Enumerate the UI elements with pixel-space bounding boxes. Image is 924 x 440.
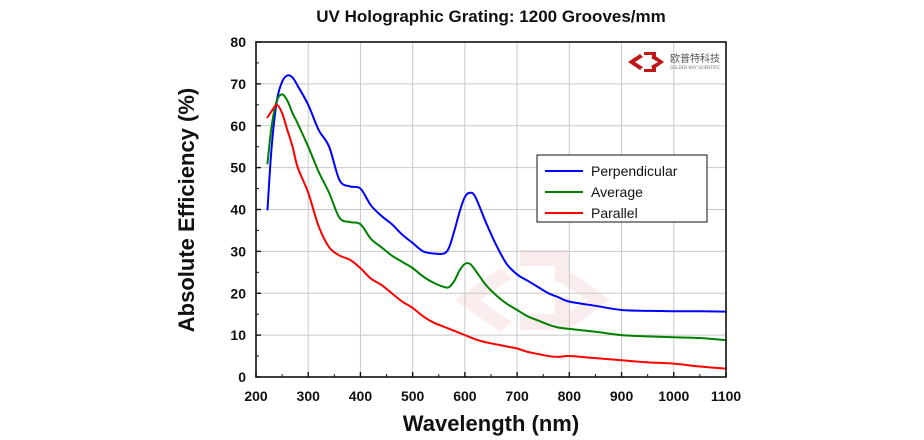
y-tick-label: 20 (230, 285, 246, 301)
x-tick-label: 500 (401, 388, 425, 404)
x-tick-label: 900 (610, 388, 634, 404)
logo-mark (628, 52, 664, 72)
y-tick-label: 70 (230, 76, 246, 92)
y-tick-label: 10 (230, 327, 246, 343)
company-logo: 欧普特科技 GOLDEN WAY SCIENTIFIC (628, 52, 720, 72)
x-tick-label: 400 (349, 388, 373, 404)
x-tick-label: 800 (558, 388, 582, 404)
x-tick-label: 200 (244, 388, 268, 404)
y-tick-label: 80 (230, 34, 246, 50)
series-line-perpendicular (266, 74, 727, 313)
x-tick-label: 700 (505, 388, 529, 404)
series-lines (266, 74, 727, 370)
y-tick-label: 50 (230, 160, 246, 176)
x-axis-label: Wavelength (nm) (403, 411, 579, 436)
series-line-parallel (266, 103, 727, 370)
legend-label-parallel: Parallel (591, 205, 638, 221)
watermark-logo (455, 250, 610, 332)
y-axis-label: Absolute Efficiency (%) (174, 88, 199, 332)
axis-ticks (255, 41, 727, 378)
y-tick-label: 40 (230, 202, 246, 218)
x-tick-labels: 200 300 400 500 600 700 800 900 1000 1100 (244, 388, 741, 404)
y-tick-label: 0 (238, 369, 246, 385)
y-tick-label: 30 (230, 243, 246, 259)
logo-english-text: GOLDEN WAY SCIENTIFIC (670, 65, 720, 70)
x-tick-label: 600 (453, 388, 477, 404)
y-tick-label: 60 (230, 118, 246, 134)
x-tick-label: 300 (297, 388, 321, 404)
legend: Perpendicular Average Parallel (536, 154, 708, 223)
legend-label-average: Average (591, 184, 643, 200)
series-line-average (266, 93, 727, 342)
chart-title: UV Holographic Grating: 1200 Grooves/mm (316, 7, 666, 26)
x-tick-label: 1100 (711, 388, 742, 404)
legend-label-perpendicular: Perpendicular (591, 163, 678, 179)
logo-chinese-text: 欧普特科技 (670, 52, 720, 65)
legend-box (536, 154, 708, 223)
x-tick-label: 1000 (658, 388, 689, 404)
y-tick-labels: 0 10 20 30 40 50 60 70 80 (230, 34, 246, 385)
